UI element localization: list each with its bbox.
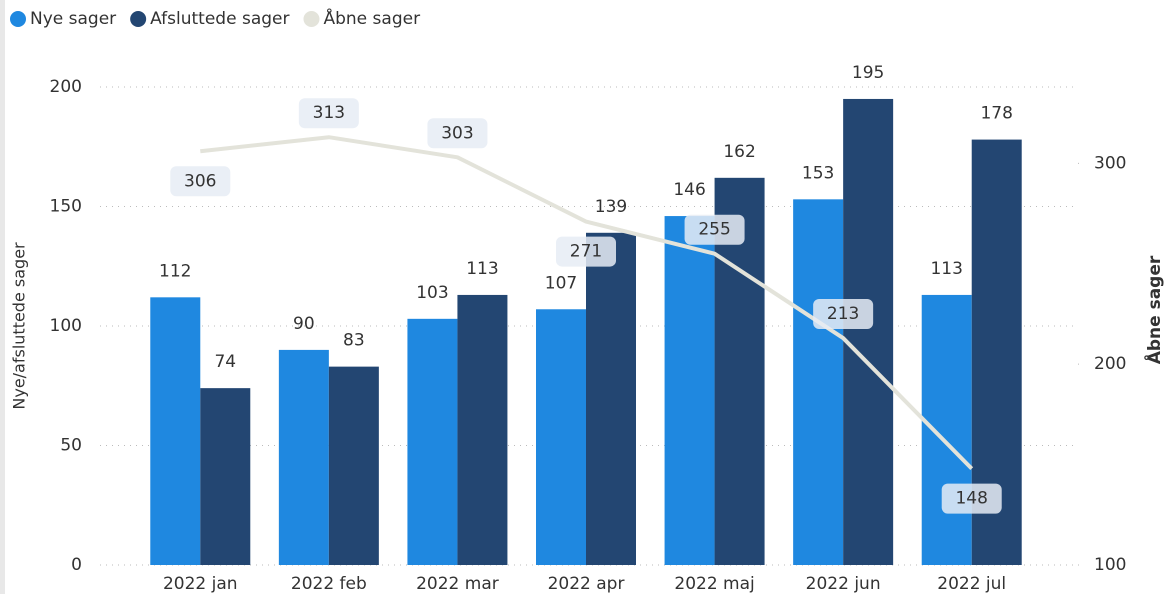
line xyxy=(200,135,974,471)
legend-marker xyxy=(10,11,26,27)
data-label: 103 xyxy=(416,283,448,303)
bar xyxy=(328,366,379,565)
bar xyxy=(150,297,201,565)
data-label-bg xyxy=(170,166,231,197)
data-label-bg xyxy=(684,214,745,245)
x-tick-label: 2022 jul xyxy=(937,574,1006,594)
data-label: 271 xyxy=(570,242,602,262)
x-tick-label: 2022 jun xyxy=(806,574,881,594)
x-tick-label: 2022 mar xyxy=(416,574,499,594)
data-label: 303 xyxy=(441,123,473,143)
data-label-bg xyxy=(298,98,359,129)
x-tick-label: 2022 jan xyxy=(163,574,238,594)
y2-tick-label: 100 xyxy=(1094,555,1126,575)
bar xyxy=(536,309,586,565)
data-label: 112 xyxy=(159,261,191,281)
x-tick-label: 2022 feb xyxy=(291,574,367,594)
legend-marker xyxy=(130,11,147,27)
y-tick-label: 150 xyxy=(50,197,82,217)
y2-tick-label: 200 xyxy=(1094,354,1126,374)
data-label-bg xyxy=(556,236,616,267)
data-label: 153 xyxy=(802,163,834,183)
data-label: 178 xyxy=(980,104,1012,124)
bar xyxy=(278,349,329,565)
legend-marker xyxy=(303,11,320,27)
data-label: 83 xyxy=(343,331,365,351)
data-label: 74 xyxy=(214,352,236,372)
data-label: 139 xyxy=(595,197,627,217)
data-label: 255 xyxy=(698,220,730,240)
data-label: 107 xyxy=(545,273,577,293)
data-label: 162 xyxy=(723,142,755,162)
bar xyxy=(200,388,251,565)
y-axis-title: Nye/afsluttede sager xyxy=(10,242,29,410)
bar xyxy=(843,98,894,565)
data-label: 148 xyxy=(955,489,987,509)
data-label: 195 xyxy=(852,63,884,83)
data-label-bg xyxy=(427,118,488,149)
data-label: 90 xyxy=(293,314,315,334)
bar xyxy=(921,294,972,565)
y2-axis-title: Åbne sager xyxy=(1142,255,1165,364)
data-label: 306 xyxy=(184,171,216,191)
y-tick-label: 200 xyxy=(50,77,82,97)
data-label: 113 xyxy=(466,259,498,279)
data-label: 146 xyxy=(673,180,705,200)
side-strip xyxy=(0,0,5,594)
data-label-bg xyxy=(813,299,874,330)
y2-tick-label: 300 xyxy=(1094,153,1126,173)
bar xyxy=(457,294,508,565)
y-tick-label: 50 xyxy=(60,436,82,456)
y-tick-label: 0 xyxy=(71,555,82,575)
data-label: 113 xyxy=(930,259,962,279)
x-tick-label: 2022 maj xyxy=(674,574,754,594)
bar xyxy=(586,232,636,566)
legend-label: Åbne sager xyxy=(323,7,420,29)
y-tick-label: 100 xyxy=(50,316,82,336)
x-tick-label: 2022 apr xyxy=(548,574,625,594)
bar xyxy=(407,318,458,565)
bar xyxy=(793,199,844,565)
bar xyxy=(664,216,715,565)
data-label-bg xyxy=(941,483,1002,514)
legend-label: Afsluttede sager xyxy=(150,9,289,29)
legend-label: Nye sager xyxy=(30,9,116,29)
data-label: 313 xyxy=(313,103,345,123)
data-label: 213 xyxy=(827,304,859,324)
